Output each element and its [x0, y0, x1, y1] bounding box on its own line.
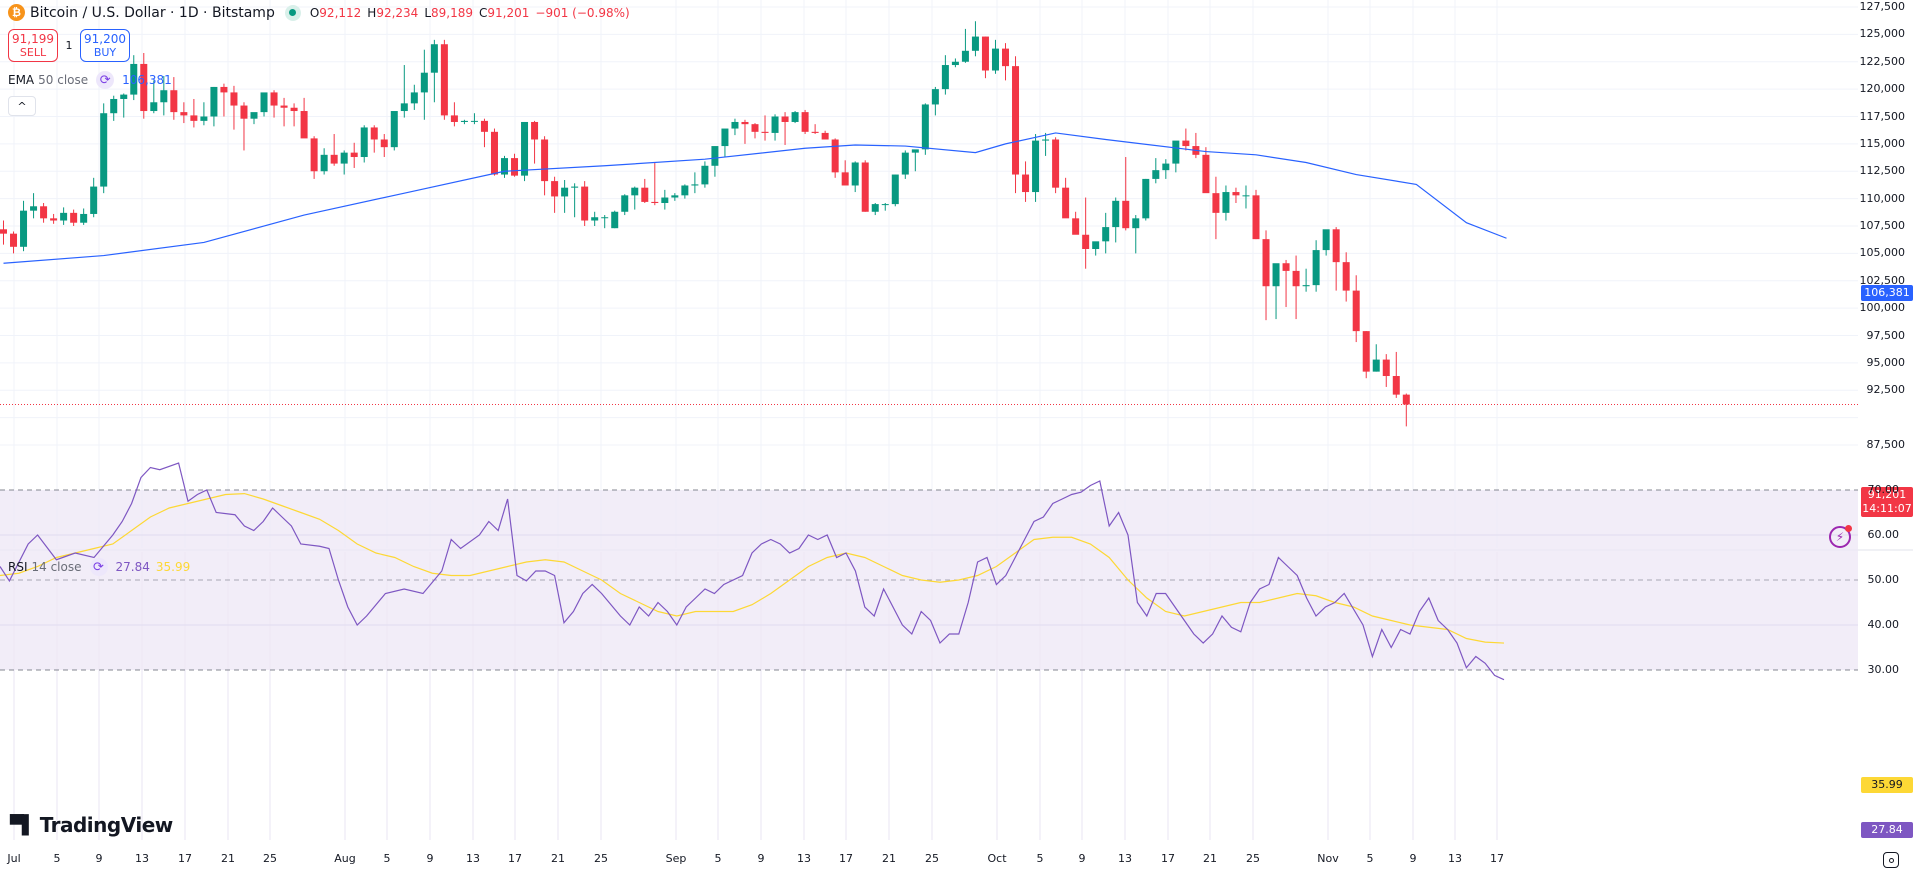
last-price-badge: 91,201 14:11:07 [1861, 487, 1913, 517]
tradingview-logo[interactable]: ▀▌ TradingView [10, 813, 173, 837]
time-axis-label: 25 [925, 852, 939, 865]
time-axis-label: 25 [263, 852, 277, 865]
time-axis-label: 17 [839, 852, 853, 865]
price-axis-label: 117,500 [1859, 109, 1906, 123]
time-axis-label: 9 [95, 852, 103, 865]
lightning-icon[interactable]: ⚡ [1829, 525, 1852, 548]
ohlc-open: O92,112 [309, 5, 362, 20]
price-axis-label: 87,500 [1866, 438, 1906, 451]
tradingview-mark-icon: ▀▌ [10, 814, 36, 836]
rsi-axis-label: 70.00 [1867, 483, 1900, 496]
rsi-ma-badge: 35.99 [1861, 777, 1913, 793]
refresh-icon[interactable]: ⟳ [89, 558, 108, 576]
time-axis-label: Sep [665, 852, 687, 865]
time-axis-label: 17 [1490, 852, 1504, 865]
time-axis-label: 13 [135, 852, 149, 865]
time-axis-label: 9 [1078, 852, 1086, 865]
rsi-legend[interactable]: RSI 14 close ⟳ 27.84 35.99 [8, 558, 191, 576]
time-axis-label: 17 [508, 852, 522, 865]
ema-price-badge: 106,381 [1861, 285, 1913, 301]
time-axis-label: 21 [551, 852, 565, 865]
refresh-icon[interactable]: ⟳ [96, 71, 115, 89]
ohlc-close: C91,201 [479, 5, 530, 20]
rsi-axis-label: 30.00 [1867, 663, 1900, 676]
price-axis-label: 127,500 [1859, 0, 1906, 13]
time-axis-label: 13 [1448, 852, 1462, 865]
rsi-axis-label: 60.00 [1867, 528, 1900, 541]
spread-value: 1 [65, 39, 73, 52]
time-axis-label: 5 [383, 852, 391, 865]
collapse-legend-button[interactable]: ^ [8, 96, 36, 116]
price-axis-label: 120,000 [1859, 82, 1906, 96]
time-axis-label: 5 [714, 852, 722, 865]
bar-countdown: 14:11:07 [1862, 502, 1912, 515]
rsi-axis-label: 50.00 [1867, 573, 1900, 586]
sell-button[interactable]: 91,199 SELL [8, 29, 58, 62]
time-axis-label: 5 [1366, 852, 1374, 865]
time-axis-label: Aug [334, 852, 356, 865]
rsi-value: 27.84 [115, 560, 150, 574]
rsi-ma-value: 35.99 [155, 560, 191, 574]
rsi-badge: 27.84 [1861, 822, 1913, 838]
price-axis-label: 97,500 [1866, 328, 1906, 342]
time-axis-label: 21 [882, 852, 896, 865]
time-axis-label: Nov [1317, 852, 1339, 865]
price-axis-label: 92,500 [1866, 383, 1906, 397]
time-axis-label: 9 [1409, 852, 1417, 865]
chevron-up-icon: ^ [17, 99, 27, 113]
time-axis-label: 25 [594, 852, 608, 865]
time-axis-label: 25 [1246, 852, 1260, 865]
ema-legend[interactable]: EMA 50 close ⟳ 106,381 [8, 71, 172, 89]
symbol-legend: ₿ Bitcoin / U.S. Dollar · 1D · Bitstamp … [8, 4, 630, 21]
price-axis-label: 115,000 [1859, 136, 1906, 150]
trade-panel: 91,199 SELL 1 91,200 BUY [8, 29, 130, 62]
ohlc-high: H92,234 [367, 5, 419, 20]
time-axis-label: 5 [53, 852, 61, 865]
time-axis-label: 13 [466, 852, 480, 865]
price-axis-label: 100,000 [1859, 301, 1906, 315]
symbol-title[interactable]: Bitcoin / U.S. Dollar · 1D · Bitstamp [30, 4, 275, 21]
price-axis-label: 110,000 [1859, 191, 1906, 205]
time-axis-label: 9 [757, 852, 765, 865]
ema-value: 106,381 [122, 73, 172, 87]
ohlc-low: L89,189 [424, 5, 474, 20]
price-axis-label: 125,000 [1859, 27, 1906, 41]
price-axis-label: 107,500 [1859, 219, 1906, 232]
settings-icon[interactable] [1883, 852, 1899, 868]
price-axis-label: 95,000 [1866, 355, 1906, 369]
rsi-axis-label: 40.00 [1867, 618, 1900, 631]
time-axis-label: Oct [987, 852, 1007, 865]
price-axis-label: 102,500 [1859, 273, 1906, 287]
time-axis-label: Jul [7, 852, 21, 865]
time-axis-label: 5 [1036, 852, 1044, 865]
bitcoin-icon: ₿ [8, 4, 25, 21]
time-axis-label: 21 [1203, 852, 1217, 865]
time-axis-label: 9 [426, 852, 434, 865]
time-axis-label: 21 [221, 852, 235, 865]
time-axis-label: 13 [1118, 852, 1132, 865]
price-axis-label: 112,500 [1859, 164, 1906, 178]
time-axis-label: 17 [178, 852, 192, 865]
buy-button[interactable]: 91,200 BUY [80, 29, 130, 62]
price-axis-label: 105,000 [1859, 246, 1906, 260]
price-axis-label: 122,500 [1859, 54, 1906, 68]
price-change: −901 (−0.98%) [535, 5, 630, 20]
market-status-icon[interactable] [284, 4, 301, 21]
time-axis-label: 13 [797, 852, 811, 865]
time-axis-label: 17 [1161, 852, 1175, 865]
